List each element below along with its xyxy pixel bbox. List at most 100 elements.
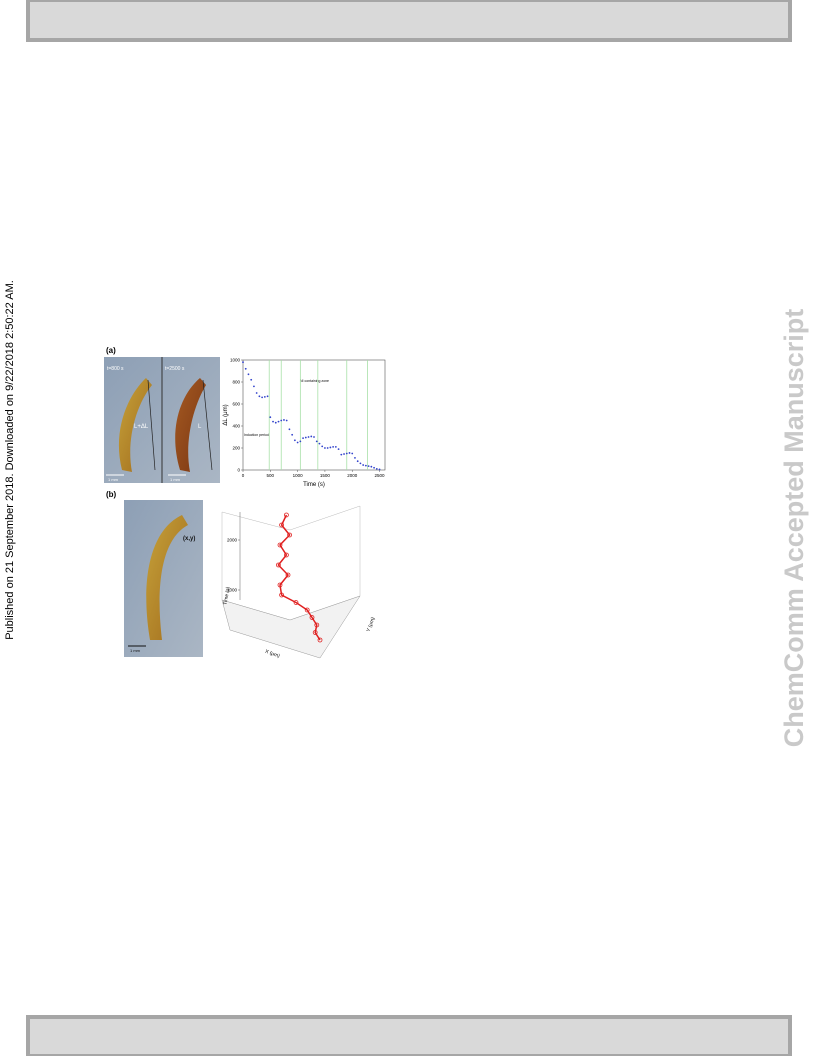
data-point <box>332 446 335 448</box>
y-tick-label: 1000 <box>230 358 241 363</box>
panel-label: (b) <box>106 490 117 499</box>
data-point <box>299 440 302 443</box>
data-point <box>370 465 373 468</box>
side-note: Published on 21 September 2018. Download… <box>4 280 16 640</box>
z-tick-label: 2000 <box>227 538 238 543</box>
data-point <box>261 396 264 399</box>
data-point <box>310 435 313 438</box>
data-point <box>277 420 280 423</box>
data-point <box>313 436 315 438</box>
data-point <box>253 385 255 388</box>
data-point <box>326 447 329 449</box>
delta-l-chart: Time (s) ΔL (μm) Induction period NI con… <box>223 358 386 488</box>
x-tick-label: 0 <box>242 473 245 478</box>
data-point <box>364 464 367 467</box>
data-point <box>288 428 291 431</box>
data-point <box>250 378 253 381</box>
trajectory-point <box>287 532 293 538</box>
length-label: L+ΔL <box>134 424 149 430</box>
length-line <box>202 379 213 471</box>
data-point <box>354 457 356 459</box>
trajectory-3d-plot: Time (s) X (μm) Y (μm) 1000 2000 <box>221 505 377 660</box>
data-point <box>307 436 310 438</box>
data-point <box>375 468 378 470</box>
x-tick-label: 2000 <box>347 473 358 478</box>
specimen <box>118 378 152 472</box>
data-point <box>280 419 283 422</box>
box-floor <box>221 595 361 659</box>
point-label: (x,y) <box>183 536 195 542</box>
y-tick-label: 0 <box>237 468 240 473</box>
watermark: ChemComm Accepted Manuscript <box>779 309 809 748</box>
specimen <box>146 515 188 640</box>
data-point <box>255 392 258 394</box>
y-axis-label: Y (μm) <box>366 616 377 632</box>
data-point <box>263 395 266 398</box>
y-tick-label: 400 <box>232 424 240 429</box>
scale-label: 1 mm <box>170 477 181 482</box>
data-point <box>329 446 332 449</box>
data-point <box>258 395 261 398</box>
trajectory-point <box>275 562 281 568</box>
annotation: Induction period <box>244 433 269 437</box>
trajectory-point <box>283 552 289 558</box>
data-point <box>302 437 304 439</box>
panel-label: (a) <box>106 346 116 355</box>
trajectory-point <box>317 637 323 643</box>
data-point <box>242 361 244 364</box>
trajectory-point <box>277 582 283 588</box>
trajectory-point <box>285 572 291 578</box>
data-point <box>266 395 269 398</box>
y-tick-label: 200 <box>232 446 240 451</box>
data-point <box>304 436 307 439</box>
specimen <box>175 378 206 472</box>
data-point <box>367 465 370 468</box>
data-point <box>247 373 250 376</box>
x-tick-label: 500 <box>267 473 275 478</box>
scale-label: 1 mm <box>108 477 119 482</box>
photo <box>124 500 203 657</box>
trajectory-point <box>279 522 285 528</box>
trajectory-line <box>277 514 321 641</box>
data-point <box>359 462 362 465</box>
data-point <box>269 416 272 419</box>
x-tick-label: 2500 <box>375 473 386 478</box>
data-point <box>334 446 337 448</box>
data-point <box>324 447 326 449</box>
time-label: t=800 s <box>107 366 124 372</box>
y-tick-label: 800 <box>232 380 240 385</box>
data-point <box>373 466 375 469</box>
data-point <box>283 419 285 421</box>
data-point <box>321 445 324 448</box>
x-axis-label: Time (s) <box>303 482 325 488</box>
footer-bar <box>26 1015 792 1058</box>
trajectory-point <box>279 592 285 598</box>
trajectory-point <box>309 615 315 620</box>
data-point <box>296 441 299 444</box>
length-line <box>147 379 156 471</box>
trajectory-point <box>293 600 299 605</box>
plot-frame <box>242 359 386 471</box>
data-point <box>274 421 277 424</box>
data-point <box>356 460 359 463</box>
y-axis-label: ΔL (μm) <box>223 404 229 425</box>
trajectory-point <box>312 630 318 635</box>
trajectory-point <box>283 512 289 518</box>
length-label: L <box>198 424 202 430</box>
trajectory-point <box>277 542 283 548</box>
time-label: t=2500 s <box>165 366 185 372</box>
data-point <box>345 452 348 455</box>
x-tick-label: 1500 <box>320 473 331 478</box>
data-point <box>293 439 296 442</box>
y-tick-label: 600 <box>232 402 240 407</box>
data-point <box>285 419 288 422</box>
data-point <box>351 452 354 455</box>
data-point <box>348 452 351 454</box>
data-point <box>315 440 318 443</box>
data-point <box>378 468 381 471</box>
data-point <box>272 420 274 423</box>
annotation: NI containing zone <box>300 379 329 383</box>
data-point <box>340 453 343 456</box>
